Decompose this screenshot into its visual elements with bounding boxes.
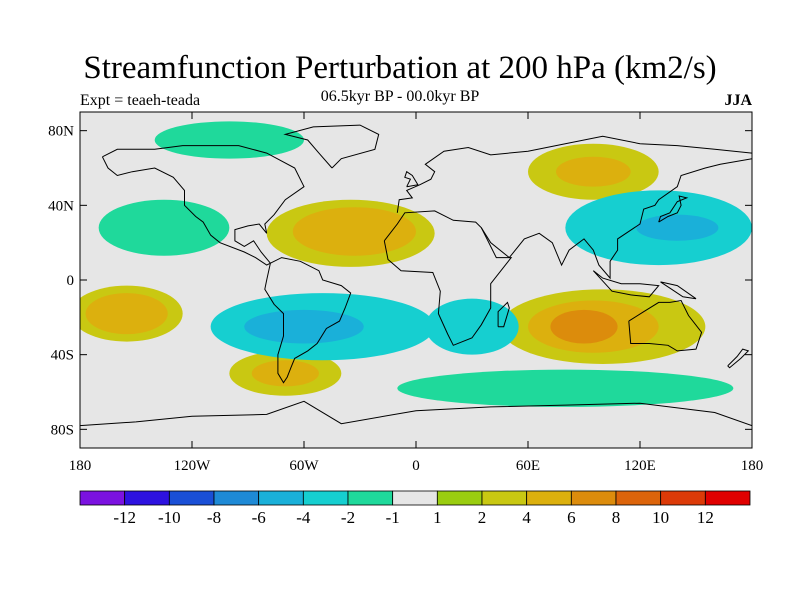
region-w-pacific-negative-core [636, 214, 719, 241]
lon-tick-label: 120W [174, 458, 212, 474]
experiment-label: Expt = teaeh-teada [80, 92, 201, 109]
colorbar-label: -8 [207, 508, 221, 527]
colorbar-label: -6 [252, 508, 266, 527]
lon-tick-label: 120E [624, 458, 656, 474]
colorbar-swatch [124, 490, 170, 506]
colorbar-label: -2 [341, 508, 355, 527]
colorbar-label: 12 [697, 508, 714, 527]
region-n-atlantic-mid [292, 207, 416, 256]
coast-north-america [101, 145, 305, 266]
region-n-pacific-negative [98, 199, 230, 256]
region-s-america-south-mid [251, 360, 319, 387]
colorbar-swatch [704, 490, 751, 506]
colorbar-swatch [258, 490, 304, 506]
colorbar-swatch [660, 490, 706, 506]
coast-new-guinea [660, 281, 697, 300]
colorbar-label: 8 [612, 508, 621, 527]
colorbar-swatch [392, 490, 438, 506]
colorbar-label: -4 [296, 508, 311, 527]
coastlines [80, 124, 752, 427]
coast-australia [628, 299, 703, 352]
lon-tick-label: 0 [412, 458, 420, 474]
lon-tick-label: 180 [69, 458, 92, 474]
plot-title: Streamfunction Perturbation at 200 hPa (… [83, 50, 717, 86]
axis-ticks: 80N 40N 0 40S 80S 180 120W 60W 0 60E 120E 180 [48, 112, 763, 474]
region-indian-ocean-core [550, 309, 618, 344]
colorbar-swatch [615, 490, 662, 506]
colorbar-swatch [168, 490, 215, 506]
colorbar: -12 -10 -8 -6 -4 -2 -1 1 2 4 6 8 10 12 [79, 490, 751, 527]
lat-tick-label: 80N [48, 124, 74, 140]
coast-japan [658, 195, 689, 223]
colorbar-label: -1 [386, 508, 400, 527]
colorbar-label: -10 [158, 508, 181, 527]
region-s-atlantic-negative-core [244, 309, 364, 344]
colorbar-label: 10 [652, 508, 669, 527]
lat-tick-label: 40N [48, 198, 74, 214]
region-arctic-negative [154, 121, 304, 159]
coast-africa [383, 210, 513, 346]
lat-tick-label: 40S [51, 348, 74, 364]
coast-greenland [283, 124, 380, 169]
region-s-indian-negative [425, 298, 519, 355]
colorbar-label: -12 [113, 508, 136, 527]
colorbar-label: 2 [478, 508, 487, 527]
colorbar-swatch [526, 490, 572, 506]
region-s-pacific-mid [85, 293, 168, 335]
colorbar-label: 4 [522, 508, 531, 527]
lat-tick-label: 80S [51, 422, 74, 438]
shaded-field [80, 121, 752, 407]
coast-south-america [264, 257, 352, 384]
colorbar-swatch [213, 490, 260, 506]
coast-new-zealand [727, 348, 750, 369]
lon-tick-label: 180 [741, 458, 764, 474]
coast-uk [404, 170, 419, 188]
period-label: 06.5kyr BP - 00.0kyr BP [320, 88, 480, 105]
coast-antarctica-edge [80, 400, 752, 427]
colorbar-swatch [570, 490, 617, 506]
colorbar-swatch [302, 490, 349, 506]
season-label: JJA [724, 92, 752, 109]
colorbar-label: 6 [567, 508, 576, 527]
region-southern-ocean-negative [397, 369, 734, 407]
lat-tick-label: 0 [67, 273, 75, 289]
coast-eurasia [396, 135, 752, 213]
colorbar-swatch [436, 490, 483, 506]
coast-asia-south [480, 158, 752, 280]
colorbar-label: 1 [433, 508, 442, 527]
colorbar-swatch [79, 490, 126, 506]
colorbar-swatch [347, 490, 394, 506]
colorbar-swatch [481, 490, 528, 506]
lon-tick-label: 60E [516, 458, 540, 474]
lon-tick-label: 60W [289, 458, 319, 474]
coast-madagascar [497, 301, 510, 328]
coast-indonesia [592, 270, 660, 298]
region-asia-mid [556, 156, 631, 187]
